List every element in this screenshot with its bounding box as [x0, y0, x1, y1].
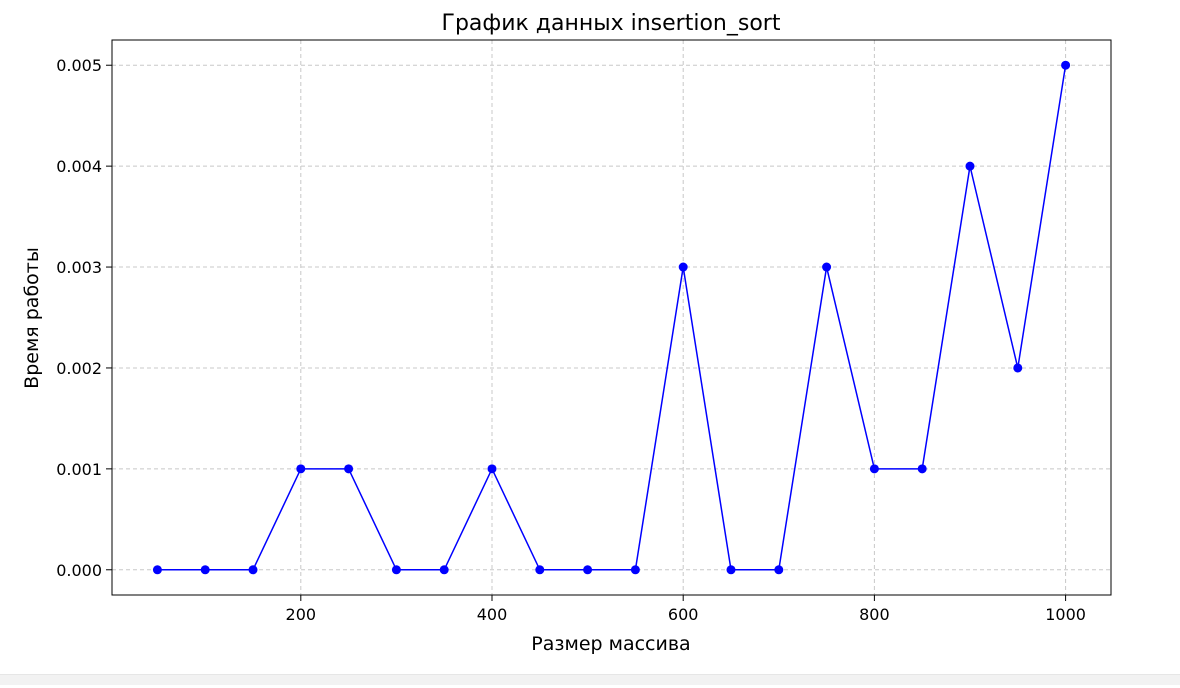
series-line: [157, 65, 1067, 571]
data-point: [869, 464, 879, 474]
chart-title: График данных insertion_sort: [442, 11, 781, 36]
data-point: [822, 262, 832, 272]
y-axis-label: Время работы: [21, 247, 43, 389]
data-point: [248, 565, 258, 575]
data-point: [965, 161, 975, 171]
y-tick-label: 0.003: [56, 258, 102, 277]
data-point: [200, 565, 210, 575]
data-point: [774, 565, 784, 575]
plot-frame: [111, 39, 1112, 596]
x-tick-label: 1000: [1045, 605, 1086, 624]
data-point: [917, 464, 927, 474]
data-point: [630, 565, 640, 575]
x-tick-label: 400: [477, 605, 508, 624]
data-point: [726, 565, 736, 575]
data-point: [152, 565, 162, 575]
y-tick-label: 0.004: [56, 157, 102, 176]
y-tick-label: 0.001: [56, 460, 102, 479]
x-tick-label: 600: [668, 605, 699, 624]
axes-layer: 200 400 600 800 1000 0.000 0.001 0.002 0.003 0.00…: [56, 39, 1112, 624]
data-point: [1013, 363, 1023, 373]
data-point: [296, 464, 306, 474]
x-axis-label: Размер массива: [531, 633, 690, 655]
data-point: [391, 565, 401, 575]
data-point: [535, 565, 545, 575]
data-point: [583, 565, 593, 575]
grid-layer: [112, 40, 1111, 595]
y-tick-label: 0.005: [56, 56, 102, 75]
data-point: [487, 464, 497, 474]
x-tick-label: 800: [859, 605, 890, 624]
data-point: [344, 464, 354, 474]
data-point: [1061, 60, 1071, 70]
y-tick-label: 0.000: [56, 561, 102, 580]
series-layer: [152, 60, 1071, 575]
y-tick-label: 0.002: [56, 359, 102, 378]
x-tick-label: 200: [286, 605, 317, 624]
bottom-strip: [0, 674, 1180, 685]
data-point: [439, 565, 449, 575]
data-point: [678, 262, 688, 272]
